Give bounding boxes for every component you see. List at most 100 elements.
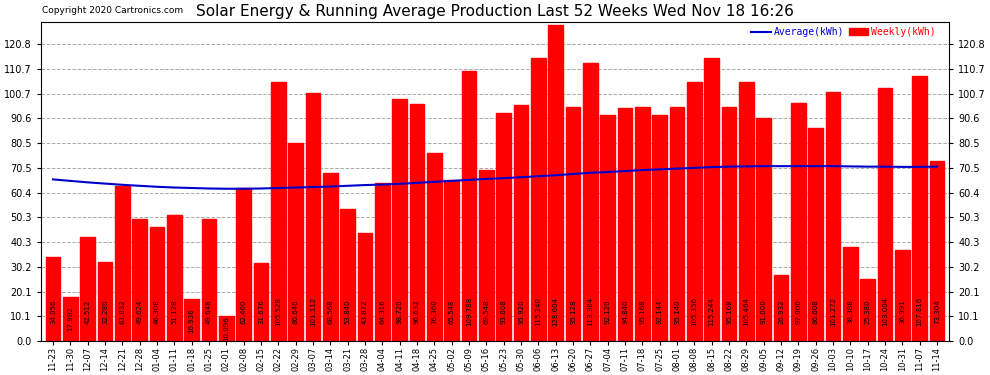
Text: 101.112: 101.112 xyxy=(310,297,316,326)
Bar xyxy=(860,279,875,341)
Text: 95.168: 95.168 xyxy=(640,299,645,324)
Bar xyxy=(808,128,823,341)
Bar xyxy=(583,63,598,341)
Bar xyxy=(600,115,615,341)
Text: 101.272: 101.272 xyxy=(830,297,836,326)
Text: 32.280: 32.280 xyxy=(102,299,108,324)
Text: 68.568: 68.568 xyxy=(328,299,334,324)
Bar xyxy=(791,103,806,341)
Bar xyxy=(843,247,857,341)
Text: 62.460: 62.460 xyxy=(241,299,247,324)
Text: 63.032: 63.032 xyxy=(119,299,126,324)
Bar xyxy=(826,92,841,341)
Bar xyxy=(253,263,268,341)
Bar xyxy=(392,99,407,341)
Bar xyxy=(895,250,910,341)
Bar xyxy=(341,209,355,341)
Text: 73.304: 73.304 xyxy=(934,299,940,324)
Text: 69.548: 69.548 xyxy=(483,299,489,324)
Text: 109.788: 109.788 xyxy=(466,297,472,326)
Text: 86.608: 86.608 xyxy=(813,299,819,324)
Text: 64.316: 64.316 xyxy=(379,299,385,324)
Bar xyxy=(722,107,737,341)
Text: 34.056: 34.056 xyxy=(50,299,56,324)
Text: 105.356: 105.356 xyxy=(691,297,697,326)
Text: 97.000: 97.000 xyxy=(795,299,801,324)
Bar xyxy=(930,161,944,341)
Bar xyxy=(687,82,702,341)
Bar xyxy=(496,112,511,341)
Bar xyxy=(63,297,77,341)
Text: 38.388: 38.388 xyxy=(847,299,853,324)
Text: 103.004: 103.004 xyxy=(882,297,888,326)
Bar xyxy=(46,257,60,341)
Text: 91.000: 91.000 xyxy=(760,299,766,324)
Bar xyxy=(306,93,321,341)
Text: 95.128: 95.128 xyxy=(570,299,576,324)
Text: 49.624: 49.624 xyxy=(137,299,143,324)
Bar xyxy=(461,71,476,341)
Bar xyxy=(479,170,494,341)
Text: 46.308: 46.308 xyxy=(154,299,160,324)
Text: 94.840: 94.840 xyxy=(622,299,628,324)
Bar xyxy=(375,183,390,341)
Text: 93.008: 93.008 xyxy=(501,299,507,324)
Bar xyxy=(514,105,529,341)
Bar xyxy=(669,107,684,341)
Text: 16.936: 16.936 xyxy=(189,308,195,333)
Bar xyxy=(531,58,545,341)
Text: 49.648: 49.648 xyxy=(206,299,212,324)
Text: 36.991: 36.991 xyxy=(899,299,906,324)
Bar xyxy=(913,76,927,341)
Bar xyxy=(704,58,719,341)
Text: 31.676: 31.676 xyxy=(258,299,264,324)
Bar xyxy=(445,180,459,341)
Bar xyxy=(237,188,251,341)
Bar xyxy=(635,107,649,341)
Bar xyxy=(219,316,234,341)
Text: 43.872: 43.872 xyxy=(362,299,368,324)
Bar xyxy=(565,107,580,341)
Bar xyxy=(80,237,95,341)
Text: 95.168: 95.168 xyxy=(726,299,732,324)
Text: 80.640: 80.640 xyxy=(293,299,299,324)
Text: 113.304: 113.304 xyxy=(587,297,593,326)
Text: 105.464: 105.464 xyxy=(743,297,749,326)
Text: 17.992: 17.992 xyxy=(67,307,73,331)
Bar xyxy=(652,115,667,341)
Text: 95.920: 95.920 xyxy=(518,299,524,324)
Text: 96.632: 96.632 xyxy=(414,299,420,324)
Bar xyxy=(149,227,164,341)
Text: 115.240: 115.240 xyxy=(536,297,542,326)
Bar xyxy=(184,299,199,341)
Text: 95.140: 95.140 xyxy=(674,299,680,324)
Bar xyxy=(202,219,217,341)
Bar xyxy=(427,153,442,341)
Text: 51.128: 51.128 xyxy=(171,299,177,324)
Text: Copyright 2020 Cartronics.com: Copyright 2020 Cartronics.com xyxy=(42,6,183,15)
Text: 107.816: 107.816 xyxy=(917,297,923,326)
Text: 92.144: 92.144 xyxy=(656,299,662,324)
Text: 65.548: 65.548 xyxy=(448,299,454,324)
Text: 115.244: 115.244 xyxy=(709,297,715,326)
Bar xyxy=(357,233,372,341)
Legend: Average(kWh), Weekly(kWh): Average(kWh), Weekly(kWh) xyxy=(747,23,940,41)
Text: 76.360: 76.360 xyxy=(432,299,438,324)
Text: 92.120: 92.120 xyxy=(605,299,611,324)
Bar xyxy=(878,88,892,341)
Text: 25.380: 25.380 xyxy=(864,299,871,324)
Bar xyxy=(773,275,788,341)
Bar xyxy=(167,216,182,341)
Bar xyxy=(756,117,771,341)
Text: 128.604: 128.604 xyxy=(552,297,558,326)
Text: 105.528: 105.528 xyxy=(275,297,281,326)
Bar xyxy=(323,172,338,341)
Bar xyxy=(98,262,112,341)
Bar xyxy=(618,108,633,341)
Text: 42.512: 42.512 xyxy=(84,299,91,324)
Bar xyxy=(739,82,753,341)
Bar xyxy=(115,186,130,341)
Bar xyxy=(133,219,147,341)
Text: 98.720: 98.720 xyxy=(397,299,403,324)
Title: Solar Energy & Running Average Production Last 52 Weeks Wed Nov 18 16:26: Solar Energy & Running Average Productio… xyxy=(196,4,794,19)
